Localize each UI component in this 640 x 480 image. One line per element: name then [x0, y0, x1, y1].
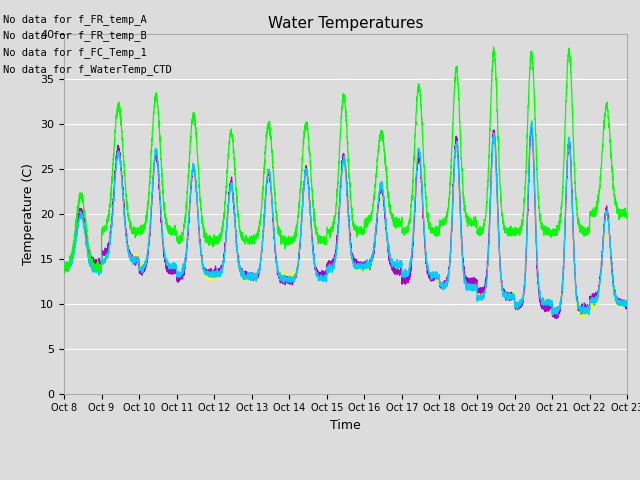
Text: No data for f_FR_temp_A: No data for f_FR_temp_A: [3, 13, 147, 24]
Text: No data for f_WaterTemp_CTD: No data for f_WaterTemp_CTD: [3, 64, 172, 75]
Text: No data for f_FR_temp_B: No data for f_FR_temp_B: [3, 30, 147, 41]
Text: No data for f_FC_Temp_1: No data for f_FC_Temp_1: [3, 47, 147, 58]
Y-axis label: Temperature (C): Temperature (C): [22, 163, 35, 264]
Title: Water Temperatures: Water Temperatures: [268, 16, 423, 31]
X-axis label: Time: Time: [330, 419, 361, 432]
